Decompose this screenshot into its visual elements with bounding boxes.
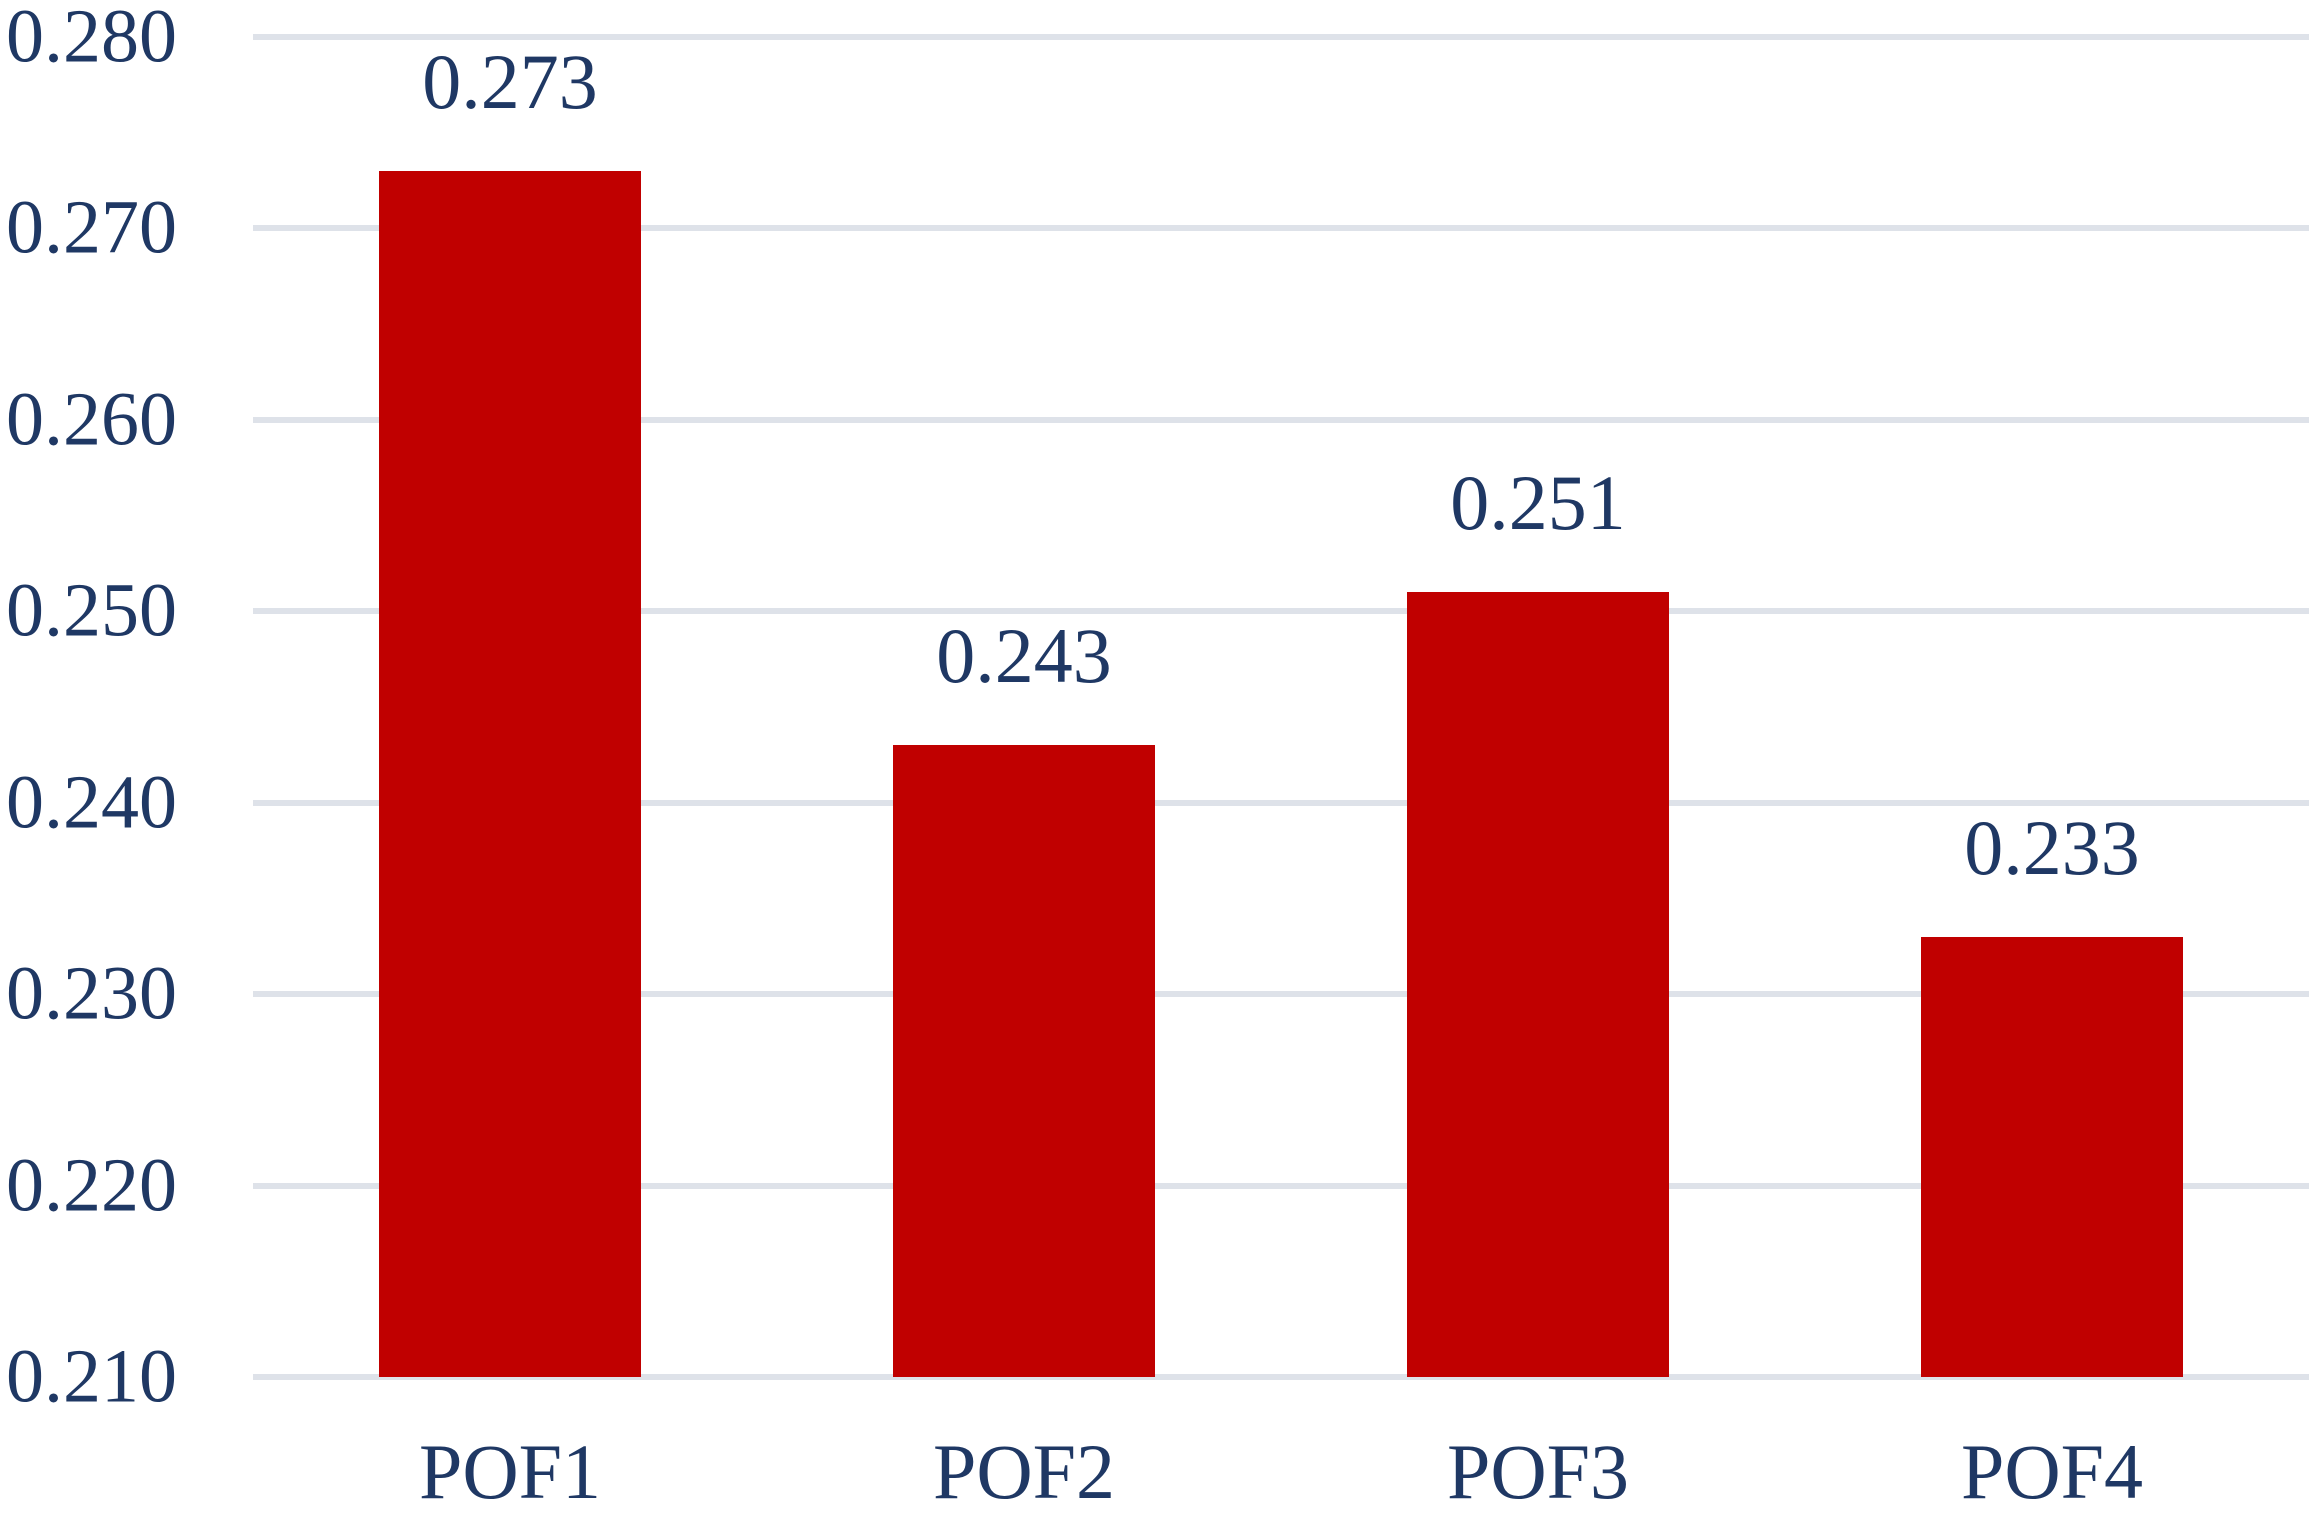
x-category-label: POF2 (932, 1427, 1116, 1515)
y-tick-label: 0.270 (6, 185, 177, 270)
y-tick-label: 0.230 (6, 951, 177, 1036)
gridline (253, 1182, 2309, 1189)
y-tick-label: 0.280 (6, 0, 177, 79)
bar-value-label: 0.243 (936, 612, 1112, 700)
gridline (253, 799, 2309, 806)
y-tick-label: 0.210 (6, 1334, 177, 1419)
gridline (253, 991, 2309, 998)
bar-value-label: 0.251 (1450, 459, 1626, 547)
gridline (253, 1374, 2309, 1380)
gridline (253, 608, 2309, 615)
y-tick-label: 0.220 (6, 1143, 177, 1228)
x-category-label: POF1 (418, 1427, 602, 1515)
bar-pof1 (379, 171, 641, 1377)
gridline (253, 34, 2309, 40)
bar-value-label: 0.273 (422, 38, 598, 125)
y-tick-label: 0.240 (6, 760, 177, 845)
y-tick-label: 0.250 (6, 568, 177, 653)
bar-value-label: 0.233 (1964, 803, 2140, 891)
x-category-label: POF3 (1446, 1427, 1630, 1515)
bar-pof3 (1407, 592, 1669, 1377)
gridline (253, 225, 2309, 232)
y-tick-label: 0.260 (6, 377, 177, 462)
bar-pof4 (1921, 936, 2183, 1377)
bar-pof2 (893, 745, 1155, 1377)
gridline (253, 416, 2309, 423)
x-category-label: POF4 (1960, 1427, 2144, 1515)
